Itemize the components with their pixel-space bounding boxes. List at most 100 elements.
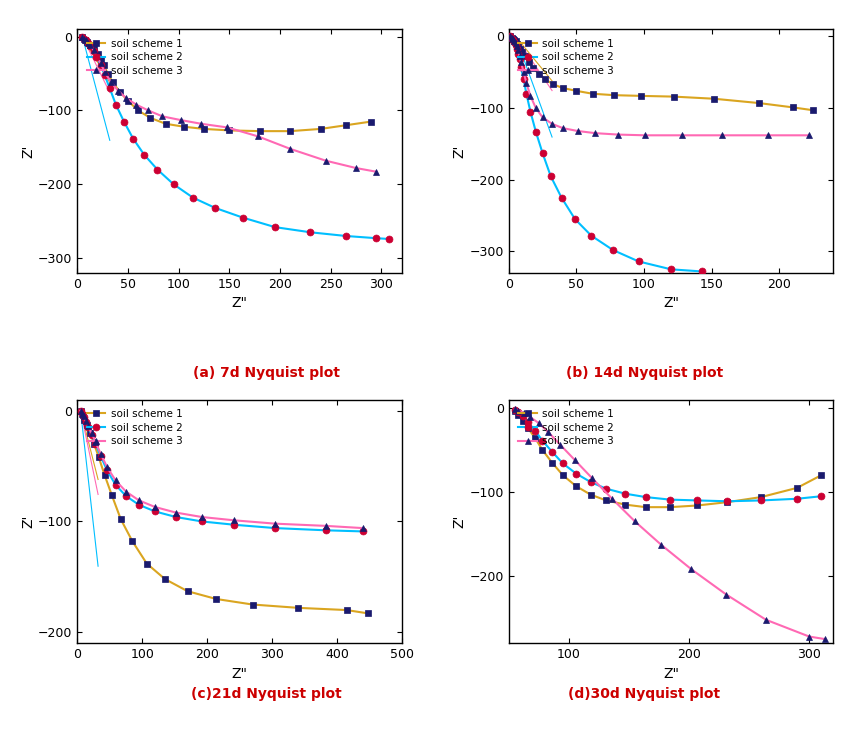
Text: (c)21d Nyquist plot: (c)21d Nyquist plot [191, 687, 342, 701]
soil scheme 1 [753, 99, 764, 107]
soil scheme 3 [90, 437, 101, 446]
soil scheme 3 [320, 156, 331, 165]
soil scheme 2 [557, 193, 567, 202]
Line: soil scheme 1: soil scheme 1 [511, 407, 825, 511]
soil scheme 2 [515, 63, 526, 72]
soil scheme 3 [613, 130, 624, 139]
Legend: soil scheme 1, soil scheme 2, soil scheme 3: soil scheme 1, soil scheme 2, soil schem… [514, 405, 618, 450]
soil scheme 1 [224, 126, 235, 135]
soil scheme 1 [123, 96, 133, 105]
soil scheme 2 [197, 517, 207, 526]
soil scheme 3 [607, 494, 618, 503]
soil scheme 1 [513, 42, 523, 50]
soil scheme 3 [76, 409, 87, 418]
soil scheme 1 [145, 113, 155, 122]
soil scheme 1 [523, 424, 533, 433]
soil scheme 3 [157, 112, 168, 121]
soil scheme 1 [557, 83, 568, 92]
soil scheme 1 [585, 491, 595, 499]
soil scheme 3 [79, 412, 89, 420]
soil scheme 3 [590, 129, 600, 137]
soil scheme 2 [509, 405, 520, 414]
soil scheme 2 [83, 39, 94, 48]
soil scheme 1 [665, 503, 675, 512]
soil scheme 2 [521, 89, 532, 98]
soil scheme 2 [512, 44, 522, 53]
soil scheme 2 [76, 409, 87, 418]
soil scheme 2 [111, 480, 121, 489]
soil scheme 3 [197, 512, 207, 521]
soil scheme 2 [633, 257, 643, 266]
soil scheme 3 [143, 106, 154, 115]
soil scheme 1 [366, 117, 376, 126]
soil scheme 2 [586, 231, 596, 240]
soil scheme 2 [515, 55, 525, 64]
Line: soil scheme 2: soil scheme 2 [507, 33, 705, 275]
soil scheme 2 [83, 423, 94, 432]
soil scheme 2 [545, 172, 556, 181]
soil scheme 1 [509, 406, 520, 415]
soil scheme 3 [555, 441, 565, 450]
soil scheme 3 [351, 164, 362, 173]
Line: soil scheme 3: soil scheme 3 [79, 33, 380, 175]
soil scheme 1 [517, 48, 527, 56]
soil scheme 2 [237, 213, 247, 222]
soil scheme 3 [121, 487, 131, 496]
soil scheme 3 [570, 455, 580, 464]
soil scheme 1 [89, 439, 100, 448]
soil scheme 3 [513, 45, 523, 54]
soil scheme 2 [514, 408, 524, 417]
X-axis label: Z": Z" [232, 296, 247, 311]
soil scheme 1 [85, 40, 95, 49]
soil scheme 1 [211, 594, 222, 603]
soil scheme 2 [547, 447, 557, 456]
soil scheme 3 [509, 404, 520, 413]
soil scheme 1 [161, 119, 171, 128]
soil scheme 3 [106, 77, 116, 86]
soil scheme 1 [88, 44, 99, 53]
soil scheme 2 [506, 34, 516, 43]
soil scheme 3 [81, 416, 91, 425]
soil scheme 2 [119, 117, 129, 126]
soil scheme 3 [131, 100, 141, 109]
soil scheme 3 [91, 51, 101, 60]
soil scheme 2 [509, 38, 520, 47]
soil scheme 3 [525, 91, 535, 100]
soil scheme 1 [77, 411, 88, 420]
soil scheme 1 [692, 501, 703, 510]
soil scheme 3 [83, 38, 94, 47]
soil scheme 3 [506, 34, 516, 42]
soil scheme 1 [293, 604, 303, 613]
soil scheme 2 [557, 459, 568, 468]
soil scheme 1 [115, 88, 125, 96]
Y-axis label: Z': Z' [21, 515, 35, 528]
soil scheme 3 [686, 565, 697, 574]
Line: soil scheme 3: soil scheme 3 [77, 407, 366, 531]
soil scheme 1 [756, 493, 766, 501]
soil scheme 2 [513, 49, 523, 58]
soil scheme 1 [82, 37, 93, 46]
soil scheme 3 [520, 409, 530, 417]
soil scheme 2 [305, 228, 315, 237]
soil scheme 1 [116, 515, 126, 523]
soil scheme 1 [509, 36, 520, 45]
soil scheme 3 [531, 104, 541, 113]
soil scheme 2 [100, 71, 110, 80]
soil scheme 2 [505, 32, 515, 41]
soil scheme 2 [692, 496, 703, 505]
soil scheme 2 [88, 46, 99, 55]
soil scheme 2 [508, 36, 518, 45]
soil scheme 3 [113, 86, 123, 95]
soil scheme 1 [94, 452, 104, 461]
soil scheme 3 [88, 45, 99, 54]
soil scheme 3 [270, 519, 280, 528]
soil scheme 3 [134, 496, 144, 505]
soil scheme 3 [95, 450, 106, 458]
soil scheme 2 [168, 180, 179, 189]
soil scheme 2 [121, 491, 131, 500]
soil scheme 1 [548, 80, 558, 88]
soil scheme 2 [134, 501, 144, 510]
soil scheme 1 [107, 78, 118, 87]
soil scheme 3 [196, 119, 206, 128]
soil scheme 3 [543, 428, 553, 436]
